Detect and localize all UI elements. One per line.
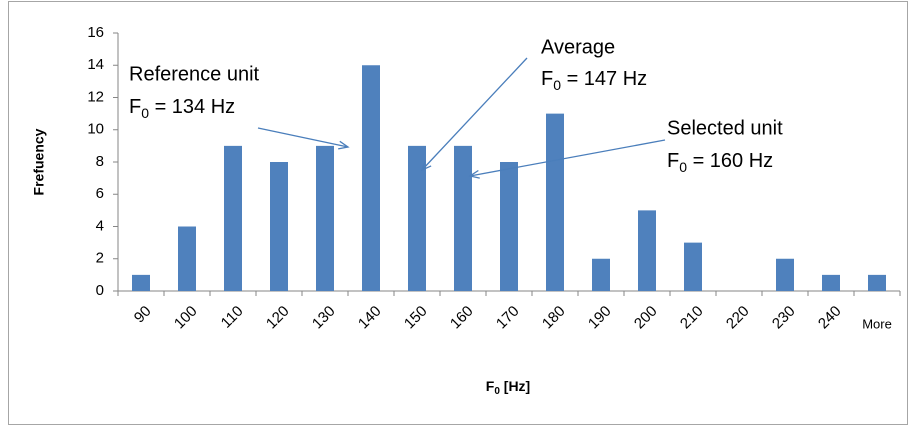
- annotation-arrow: [421, 57, 528, 171]
- annotation-value: F0 = 147 Hz: [541, 68, 647, 92]
- annotation-value: F0 = 160 Hz: [667, 150, 773, 174]
- bar: [224, 145, 242, 291]
- y-tick-label: 6: [96, 185, 104, 202]
- annotation-text: Selected unit: [667, 117, 783, 139]
- annotation-symbol: F: [541, 68, 553, 90]
- annotation-arrowhead: [468, 169, 480, 179]
- annotation-text: Reference unit: [129, 63, 260, 85]
- annotation-arrowhead: [420, 160, 432, 172]
- annotation-arrowhead: [338, 140, 350, 150]
- bar: [500, 162, 518, 291]
- bar: [408, 145, 426, 291]
- y-tick-label: 10: [87, 121, 104, 138]
- x-label-subscript: 0: [494, 386, 500, 397]
- x-label-symbol: F: [486, 378, 495, 394]
- bar: [454, 145, 472, 291]
- annotation-subscript: 0: [553, 77, 561, 93]
- bar: [822, 274, 840, 291]
- annotation-subscript: 0: [679, 159, 687, 175]
- y-tick-label: 2: [96, 250, 104, 267]
- y-tick-label: 8: [96, 153, 104, 170]
- y-tick-label: 12: [87, 88, 104, 105]
- x-axis-label: F0 [Hz]: [486, 378, 530, 397]
- annotation-symbol: F: [667, 150, 679, 172]
- bar: [132, 274, 150, 291]
- bar: [868, 274, 886, 291]
- bar: [362, 65, 380, 291]
- x-label-rest: [Hz]: [500, 378, 530, 394]
- bar: [638, 210, 656, 291]
- y-axis-label: Frefuency: [31, 128, 47, 195]
- y-tick-label: 4: [96, 217, 104, 234]
- annotation-rest: = 160 Hz: [687, 150, 773, 172]
- bar: [684, 242, 702, 291]
- y-tick-label: 16: [87, 24, 104, 41]
- bar: [178, 226, 196, 291]
- y-tick-label: 0: [96, 282, 104, 299]
- annotation-text: Average: [541, 36, 615, 58]
- annotation-arrow: [469, 139, 666, 177]
- annotation-rest: = 147 Hz: [561, 68, 647, 90]
- bar: [592, 258, 610, 291]
- x-tick-label: More: [862, 316, 892, 331]
- annotation-rest: = 134 Hz: [149, 96, 235, 118]
- annotation-arrow: [257, 127, 349, 148]
- bar: [546, 113, 564, 291]
- bar: [776, 258, 794, 291]
- bar: [270, 162, 288, 291]
- annotation-symbol: F: [129, 96, 141, 118]
- bar: [316, 145, 334, 291]
- annotation-subscript: 0: [141, 105, 149, 121]
- annotation-value: F0 = 134 Hz: [129, 96, 235, 120]
- y-tick-label: 14: [87, 56, 104, 73]
